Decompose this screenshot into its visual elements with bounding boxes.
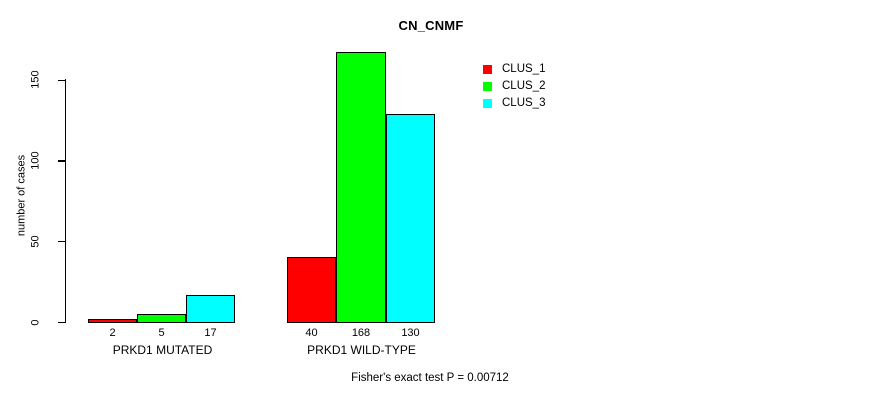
y-axis-title: number of cases (15, 154, 28, 237)
legend-label-clus-1: CLUS_1 (502, 62, 546, 75)
bar-mutated-clus2 (137, 314, 186, 324)
y-axis-line (65, 79, 67, 323)
group-label-prkd1-wild-type: PRKD1 WILD-TYPE (307, 343, 416, 357)
legend-item-clus-3: CLUS_3 (482, 96, 545, 111)
bar-value-wildtype-clus3: 130 (401, 327, 420, 339)
y-tick-label-100: 100 (29, 151, 42, 170)
statistical-annotation: Fisher's exact test P = 0.00712 (0, 372, 890, 384)
legend-item-clus-1: CLUS_1 (482, 62, 545, 77)
page-title: CN_CNMF (0, 18, 890, 33)
bar-value-wildtype-clus2: 168 (351, 327, 371, 339)
group-label-prkd1-mutated: PRKD1 MUTATED (112, 343, 213, 357)
y-tick-mark-150 (58, 79, 65, 81)
y-tick-label-50: 50 (29, 235, 42, 248)
legend-swatch-icon-clus-1 (482, 64, 493, 75)
y-tick-label-0: 0 (29, 318, 42, 326)
bar-value-wildtype-clus1: 40 (305, 327, 318, 339)
legend-swatch-icon-clus-3 (482, 98, 493, 109)
legend-label-clus-3: CLUS_3 (502, 96, 546, 109)
y-tick-mark-50 (58, 241, 65, 243)
bar-wildtype-clus1 (287, 257, 336, 324)
bar-mutated-clus1 (88, 318, 137, 324)
legend-swatch-icon-clus-2 (482, 81, 493, 92)
legend-item-clus-2: CLUS_2 (482, 79, 545, 94)
bar-value-mutated-clus2: 5 (158, 327, 165, 339)
legend-label-clus-2: CLUS_2 (502, 79, 546, 92)
bar-wildtype-clus2 (336, 52, 386, 324)
y-tick-mark-100 (58, 160, 65, 162)
bar-value-mutated-clus3: 17 (204, 327, 217, 339)
chart-title-text: CN_CNMF (398, 18, 464, 33)
legend: CLUS_1 CLUS_2 CLUS_3 (482, 62, 545, 113)
y-tick-mark-0 (58, 321, 65, 323)
bar-value-mutated-clus1: 2 (109, 327, 116, 339)
y-tick-label-150: 150 (29, 70, 42, 90)
statistical-annotation-text: Fisher's exact test P = 0.00712 (351, 372, 509, 384)
bar-wildtype-clus3 (386, 113, 435, 324)
bar-mutated-clus3 (186, 295, 235, 324)
